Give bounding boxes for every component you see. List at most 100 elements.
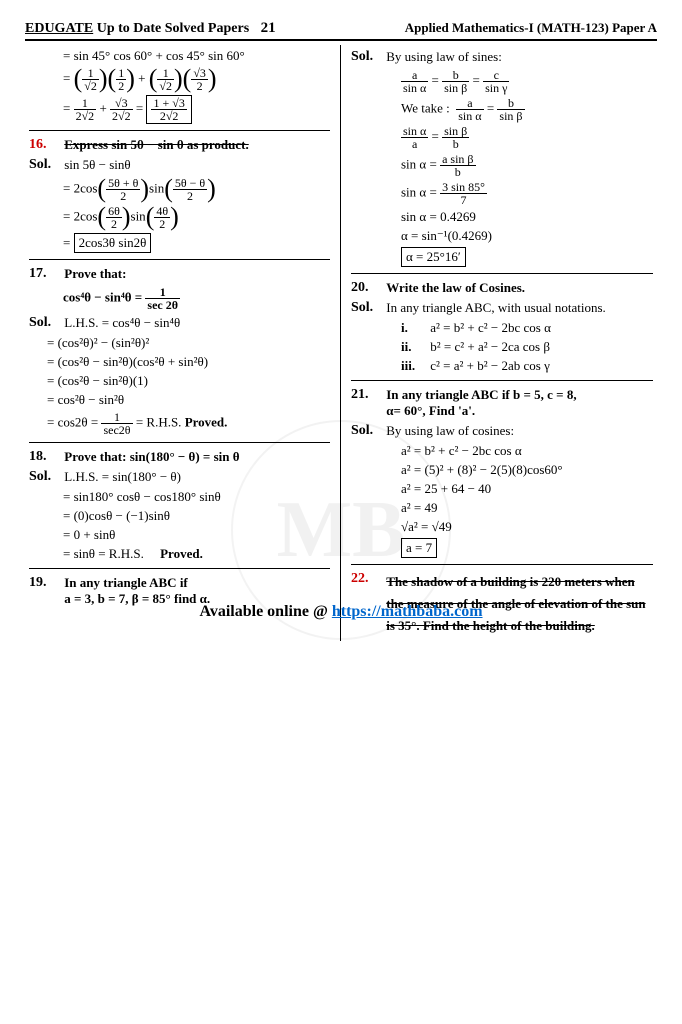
footer-link[interactable]: https://mathbaba.com xyxy=(332,603,483,620)
q19-step2: sin α = a sin βb xyxy=(401,153,653,178)
pre: sin α = xyxy=(401,184,440,199)
q20-intro: In any triangle ABC, with usual notation… xyxy=(386,300,606,315)
sol-label: Sol. xyxy=(29,157,61,173)
formula: c² = a² + b² − 2ab cos γ xyxy=(430,358,550,373)
lhs: cos⁴θ − sin⁴θ = xyxy=(63,289,145,304)
divider xyxy=(351,380,653,381)
q21-ans: a = 7 xyxy=(401,538,653,558)
q19-box: α = 25°16′ xyxy=(401,247,466,267)
q18-l4: = 0 + sinθ xyxy=(63,527,330,543)
ans-den: 2√2 xyxy=(151,110,186,122)
page-number: 21 xyxy=(261,20,276,36)
q16-answer: = 2cos3θ sin2θ xyxy=(63,233,330,253)
footer-text: Available online @ xyxy=(199,603,331,620)
prefix: = 2cos xyxy=(63,208,97,223)
q19-sine-law: asin α = bsin β = csin γ xyxy=(401,69,653,94)
q17-l5: = cos²θ − sin²θ xyxy=(47,392,330,408)
q20-i: i. a² = b² + c² − 2bc cos α xyxy=(401,320,653,336)
q17-l6: = cos2θ = 1sec2θ = R.H.S. Proved. xyxy=(47,411,330,436)
d2: b xyxy=(442,138,469,150)
q21-l1: a² = b² + c² − 2bc cos α xyxy=(401,443,653,459)
sol-label: Sol. xyxy=(351,49,383,65)
q17-l1: L.H.S. = cos⁴θ − sin⁴θ xyxy=(64,315,180,330)
roman: ii. xyxy=(401,339,427,355)
q21-l4: a² = 49 xyxy=(401,500,653,516)
q21-box: a = 7 xyxy=(401,538,437,558)
q17-number: 17. xyxy=(29,266,61,282)
q18-l5: = sinθ = R.H.S. Proved. xyxy=(63,546,330,562)
eq-sign: = xyxy=(63,70,74,85)
d: 7 xyxy=(440,194,487,206)
q20-text: Write the law of Cosines. xyxy=(386,280,652,296)
left-column: = sin 45° cos 60° + cos 45° sin 60° = (1… xyxy=(25,45,341,641)
d: b xyxy=(440,166,475,178)
q22-number: 22. xyxy=(351,571,383,587)
q21-sol: Sol. By using law of cosines: xyxy=(351,423,653,439)
q16: 16. Express sin 5θ − sin θ as product. xyxy=(29,137,330,153)
brand: EDUGATE xyxy=(25,21,93,36)
q20: 20. Write the law of Cosines. xyxy=(351,280,653,296)
formula: b² = c² + a² − 2ca cos β xyxy=(430,339,550,354)
q16-sol: Sol. sin 5θ − sinθ xyxy=(29,157,330,173)
q21-number: 21. xyxy=(351,387,383,403)
q19-step3: sin α = 3 sin 85°7 xyxy=(401,181,653,206)
q15-step3: = 12√2 + √32√2 = 1 + √32√2 xyxy=(63,95,330,124)
q17-sol: Sol. L.H.S. = cos⁴θ − sin⁴θ xyxy=(29,315,330,331)
q15-step1: = sin 45° cos 60° + cos 45° sin 60° xyxy=(63,48,330,64)
q21-l3: a² = 25 + 64 − 40 xyxy=(401,481,653,497)
q19-number: 19. xyxy=(29,575,61,591)
header-right: Applied Mathematics-I (MATH-123) Paper A xyxy=(405,20,657,37)
q16-number: 16. xyxy=(29,137,61,153)
q18-l1: L.H.S. = sin(180° − θ) xyxy=(64,469,181,484)
q18: 18. Prove that: sin(180° − θ) = sin θ xyxy=(29,449,330,465)
q21-l2: a² = (5)² + (8)² − 2(5)(8)cos60° xyxy=(401,462,653,478)
q21: 21. In any triangle ABC if b = 5, c = 8,… xyxy=(351,387,653,419)
eq-sign: = xyxy=(63,100,74,115)
sa: sin α xyxy=(401,82,428,94)
q15-answer-box: 1 + √32√2 xyxy=(146,95,191,124)
q18-number: 18. xyxy=(29,449,61,465)
divider xyxy=(29,568,330,569)
line1: In any triangle ABC if xyxy=(64,575,188,590)
roman: iii. xyxy=(401,358,427,374)
q19-take: We take : asin α = bsin β xyxy=(401,97,653,122)
d: a xyxy=(401,138,428,150)
q19-sol: Sol. By using law of sines: xyxy=(351,49,653,65)
sol-label: Sol. xyxy=(29,315,61,331)
divider xyxy=(351,564,653,565)
q18-l2: = sin180° cosθ − cos180° sinθ xyxy=(63,489,330,505)
page-header: EDUGATE Up to Date Solved Papers 21 Appl… xyxy=(25,20,657,41)
sol-label: Sol. xyxy=(29,469,61,485)
q18-sol: Sol. L.H.S. = sin(180° − θ) xyxy=(29,469,330,485)
q16-l3: = 2cos(6θ2)sin(4θ2) xyxy=(63,205,330,230)
q19: 19. In any triangle ABC if a = 3, b = 7,… xyxy=(29,575,330,607)
q19-l7: α = sin⁻¹(0.4269) xyxy=(401,228,653,244)
divider xyxy=(29,130,330,131)
proved: Proved. xyxy=(185,414,228,429)
divider xyxy=(351,273,653,274)
q21-intro: By using law of cosines: xyxy=(386,423,514,438)
suffix: = R.H.S. xyxy=(133,414,182,429)
proved: Proved. xyxy=(160,546,203,561)
roman: i. xyxy=(401,320,427,336)
q19-ans: α = 25°16′ xyxy=(401,247,653,267)
label: We take : xyxy=(401,100,450,115)
q17-text: Prove that: xyxy=(64,266,329,282)
line2: α= 60°, Find 'a'. xyxy=(386,403,475,418)
prefix: = cos2θ = xyxy=(47,414,101,429)
q16-l1: sin 5θ − sinθ xyxy=(64,157,130,172)
divider xyxy=(29,259,330,260)
q17-l4: = (cos²θ − sin²θ)(1) xyxy=(47,373,330,389)
sb: sin β xyxy=(442,82,469,94)
formula: a² = b² + c² − 2bc cos α xyxy=(430,320,551,335)
header-subtitle: Up to Date Solved Papers xyxy=(93,21,249,36)
q19-l6: sin α = 0.4269 xyxy=(401,209,653,225)
line1: In any triangle ABC if b = 5, c = 8, xyxy=(386,387,576,402)
q17: 17. Prove that: xyxy=(29,266,330,282)
prefix: = 2cos xyxy=(63,180,97,195)
q21-text: In any triangle ABC if b = 5, c = 8, α= … xyxy=(386,387,652,419)
q17-l3: = (cos²θ − sin²θ)(cos²θ + sin²θ) xyxy=(47,354,330,370)
sol-label: Sol. xyxy=(351,423,383,439)
sc: sin γ xyxy=(483,82,509,94)
q16-l2: = 2cos(5θ + θ2)sin(5θ − θ2) xyxy=(63,177,330,202)
